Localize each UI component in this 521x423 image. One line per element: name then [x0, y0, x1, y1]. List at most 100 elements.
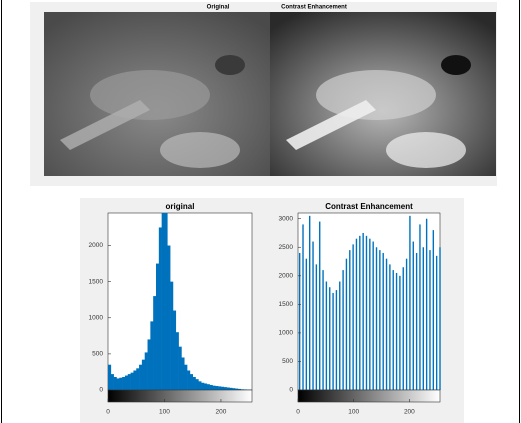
bar — [227, 387, 230, 390]
x-tick-label: 0 — [296, 409, 300, 416]
bar — [413, 242, 414, 390]
colorbar — [108, 390, 252, 402]
bar — [376, 247, 377, 390]
bar — [162, 213, 165, 390]
bar — [346, 259, 347, 390]
bar — [173, 311, 176, 390]
bar — [190, 374, 193, 390]
bar — [306, 259, 307, 390]
bar — [316, 264, 317, 390]
x-tick-label: 0 — [106, 409, 110, 416]
bar — [181, 357, 184, 390]
bar — [193, 377, 196, 390]
bar — [116, 378, 119, 390]
bar — [336, 290, 337, 390]
bar — [133, 370, 136, 390]
bar — [224, 387, 227, 390]
bar — [176, 332, 179, 390]
bar — [393, 270, 394, 390]
bar — [207, 384, 210, 390]
bar — [329, 287, 330, 390]
bar — [436, 256, 437, 390]
x-tick-label: 100 — [159, 409, 170, 416]
bar — [299, 253, 300, 390]
bar — [409, 216, 410, 390]
bar — [142, 360, 145, 390]
y-tick-label: 2000 — [89, 242, 104, 249]
photo-original — [44, 12, 270, 176]
y-tick-label: 1000 — [89, 314, 104, 321]
bar — [136, 368, 139, 390]
bar — [369, 239, 370, 390]
y-tick-label: 0 — [289, 387, 293, 394]
bar — [229, 388, 232, 390]
bar — [156, 264, 159, 390]
bar — [309, 216, 310, 390]
bar — [108, 365, 111, 390]
bar — [210, 385, 213, 390]
bar — [122, 377, 125, 390]
y-tick-label: 1500 — [279, 301, 294, 308]
x-tick-label: 200 — [404, 409, 415, 416]
page: Original Contrast Enhancement original05… — [0, 0, 521, 423]
bar — [429, 250, 430, 390]
y-tick-label: 1000 — [279, 330, 294, 337]
bar — [148, 339, 151, 390]
bar — [356, 239, 357, 390]
chart-title: Contrast Enhancement — [325, 202, 413, 211]
image-label: Original — [207, 5, 230, 11]
bar — [128, 374, 131, 390]
y-tick-label: 2000 — [279, 273, 294, 280]
bar — [332, 293, 333, 390]
bar — [433, 230, 434, 390]
bar — [403, 267, 404, 390]
x-tick-label: 100 — [348, 409, 359, 416]
bar — [139, 365, 142, 390]
bar — [302, 224, 303, 390]
bar — [372, 242, 373, 390]
bar — [212, 386, 215, 390]
x-tick-label: 200 — [216, 409, 227, 416]
bar — [164, 213, 167, 390]
bar — [204, 383, 207, 390]
bar — [396, 273, 397, 390]
bar — [153, 296, 156, 390]
bar — [362, 233, 363, 390]
bar — [201, 383, 204, 390]
bar — [179, 347, 182, 390]
bar — [215, 386, 218, 390]
bar — [379, 250, 380, 390]
bar — [196, 379, 199, 390]
bar — [426, 219, 427, 390]
bar — [399, 276, 400, 390]
bar — [145, 352, 148, 390]
y-tick-label: 2500 — [279, 244, 294, 251]
colorbar — [298, 390, 440, 402]
bar — [416, 253, 417, 390]
bar — [349, 250, 350, 390]
bar — [326, 282, 327, 390]
y-tick-label: 500 — [282, 358, 293, 365]
bar — [383, 253, 384, 390]
bar — [170, 282, 173, 390]
bar — [131, 373, 134, 390]
y-tick-label: 0 — [99, 387, 103, 394]
bar — [352, 244, 353, 390]
y-tick-label: 500 — [92, 351, 103, 358]
bar — [167, 246, 170, 390]
photo-enhanced — [270, 12, 496, 176]
bar — [366, 236, 367, 390]
bar — [419, 224, 420, 390]
bar — [111, 374, 114, 390]
bar — [114, 377, 117, 390]
bar — [439, 247, 440, 390]
bar — [319, 222, 320, 390]
y-tick-label: 1500 — [89, 278, 104, 285]
bar — [359, 236, 360, 390]
bar — [125, 376, 128, 390]
bar — [184, 365, 187, 390]
bar — [389, 264, 390, 390]
bar — [187, 370, 190, 390]
bar — [198, 381, 201, 390]
bar — [322, 270, 323, 390]
